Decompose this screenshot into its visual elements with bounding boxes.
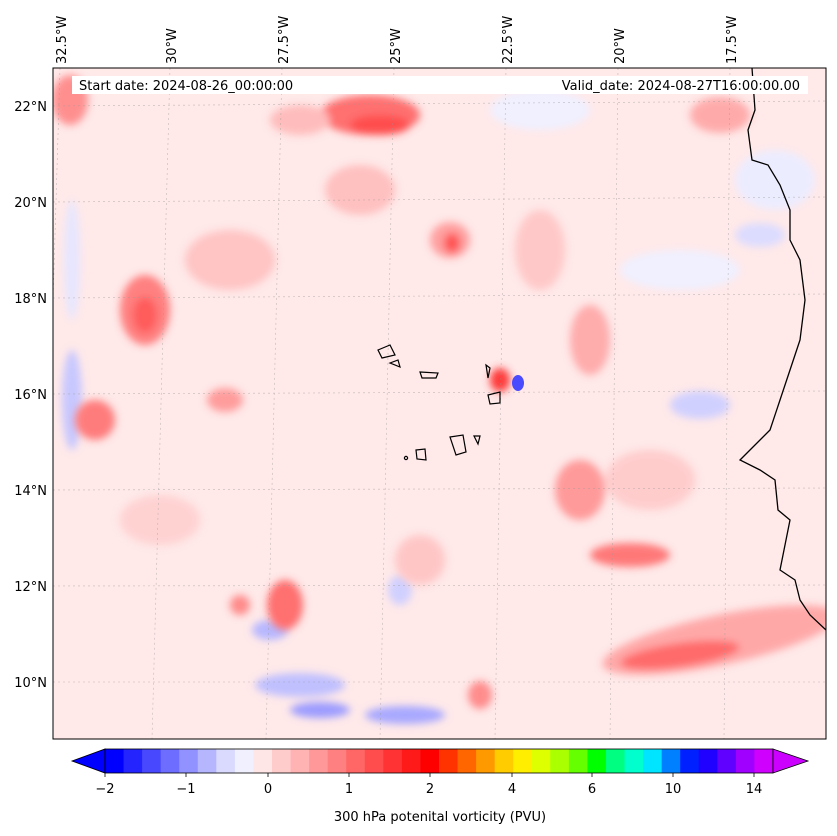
colorbar-tick-label: 4 [508,782,516,797]
colorbar-segment [568,749,588,773]
colorbar-segment [754,749,774,773]
colorbar-segment [476,749,496,773]
valid-date-text: Valid_date: 2024-08-27T16:00:00.00 [562,79,800,94]
lon-label: 30°W [165,28,180,64]
colorbar-segment [513,749,533,773]
colorbar-segment [606,749,626,773]
lon-label: 27.5°W [277,16,292,64]
colorbar-segment [179,749,199,773]
colorbar-tick-label: −2 [95,782,114,797]
colorbar-segment [309,749,329,773]
colorbar-tick-label: 1 [345,782,353,797]
lon-label: 32.5°W [55,16,70,64]
colorbar-segment [531,749,551,773]
colorbar-tick-labels: −2 −1 0 1 2 4 6 10 14 [95,782,762,797]
colorbar-tick-label: 14 [746,782,763,797]
colorbar-segment [105,749,125,773]
cape-verde-islands [377,344,501,461]
lat-label: 20°N [14,196,47,211]
africa-coastline [738,68,826,631]
colorbar-segment [401,749,421,773]
lat-label: 16°N [14,388,47,403]
colorbar-segment [364,749,384,773]
longitude-labels: 32.5°W 30°W 27.5°W 25°W 22.5°W 20°W 17.5… [55,16,740,64]
colorbar-title: 300 hPa potenital vorticity (PVU) [334,810,546,825]
lat-label: 22°N [14,100,47,115]
start-date-text: Start date: 2024-08-26_00:00:00 [79,79,293,94]
colorbar-max-arrow [772,748,810,774]
lat-label: 18°N [14,292,47,307]
lon-label: 22.5°W [501,16,516,64]
colorbar-segment [698,749,718,773]
colorbar-ticks [104,773,755,777]
colorbar-segment [680,749,700,773]
colorbar-segment [290,749,310,773]
colorbar-segment [160,749,180,773]
colorbar-segment [439,749,459,773]
colorbar-tick-label: 0 [264,782,272,797]
colorbar-segment [234,749,254,773]
lon-label: 20°W [613,28,628,64]
lat-label: 14°N [14,484,47,499]
positive-pv-areas [53,75,826,709]
colorbar-segment [624,749,644,773]
lat-label: 12°N [14,580,47,595]
latitude-labels: 22°N 20°N 18°N 16°N 14°N 12°N 10°N [14,100,47,691]
colorbar-tick-label: −1 [176,782,195,797]
colorbar-tick-label: 6 [588,782,596,797]
colorbar-segment [197,749,217,773]
colorbar: −2 −1 0 1 2 4 6 10 14 300 hPa potenital … [70,748,810,825]
colorbar-segment [123,749,143,773]
map-frame [52,67,827,740]
map-panel [53,68,826,739]
date-banner [72,76,808,94]
colorbar-segment [717,749,737,773]
colorbar-segment [735,749,755,773]
colorbar-segment [327,749,347,773]
colorbar-segment [643,749,663,773]
colorbar-segment [346,749,366,773]
colorbar-tick-label: 2 [426,782,434,797]
colorbar-segment [272,749,292,773]
colorbar-segment [383,749,403,773]
colorbar-segment [142,749,162,773]
colorbar-segments [105,749,774,773]
lat-label: 10°N [14,676,47,691]
colorbar-segment [216,749,236,773]
colorbar-segment [494,749,514,773]
colorbar-segment [587,749,607,773]
colorbar-segment [661,749,681,773]
colorbar-segment [253,749,273,773]
lon-label: 17.5°W [725,16,740,64]
colorbar-segment [550,749,570,773]
negative-pv-core [512,375,524,391]
colorbar-segment [420,749,440,773]
lon-label: 25°W [389,28,404,64]
colorbar-segment [457,749,477,773]
colorbar-tick-label: 10 [665,782,682,797]
colorbar-min-arrow [70,748,106,774]
